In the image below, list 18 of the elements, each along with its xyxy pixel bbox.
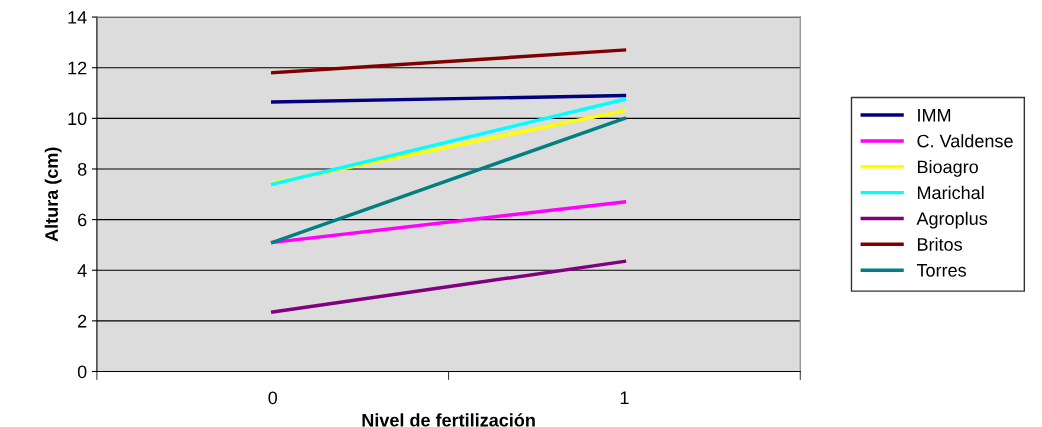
legend-label: Bioagro — [917, 160, 978, 177]
y-tick-label: 8 — [77, 162, 87, 176]
legend-label: Britos — [917, 237, 962, 251]
y-tick-label: 0 — [77, 365, 87, 379]
y-tick-label: 12 — [68, 61, 87, 75]
legend-label: Agroplus — [916, 211, 988, 229]
y-tick-label: 6 — [78, 213, 87, 227]
y-tick-label: 4 — [77, 264, 87, 277]
legend-label: C. Valdense — [917, 134, 1013, 148]
legend-label: Marichal — [917, 185, 984, 200]
legend-label: Torres — [916, 264, 966, 277]
legend-label: IMM — [918, 108, 951, 122]
y-tick-label: 14 — [68, 11, 87, 24]
y-tick-label: 10 — [68, 112, 87, 126]
x-tick-label: 1 — [620, 391, 629, 405]
x-axis-title: Nivel de fertilización — [362, 413, 535, 427]
y-tick-label: 2 — [78, 314, 87, 328]
y-axis-title: Altura (cm) — [44, 147, 62, 242]
